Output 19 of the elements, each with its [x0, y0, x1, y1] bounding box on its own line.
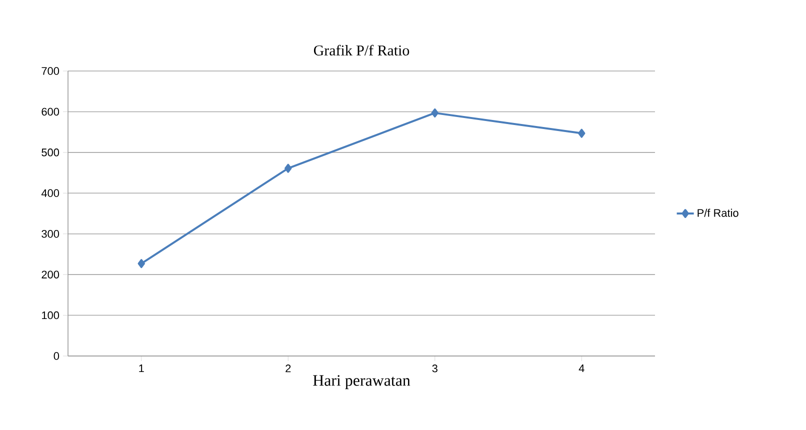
y-tick-label: 100: [42, 311, 60, 320]
x-tick-label: 2: [286, 364, 291, 372]
y-tick-label: 300: [42, 230, 60, 238]
y-tick-label: 400: [41, 189, 60, 198]
x-tick-label: 3: [432, 364, 438, 372]
chart-title: Grafik P/f Ratio: [314, 44, 410, 56]
y-tick-label: 600: [42, 108, 60, 116]
point: [578, 128, 586, 138]
x-tick-label: 4: [578, 364, 584, 372]
y-tick-label: 500: [42, 148, 60, 156]
y-tick-label: 200: [42, 270, 60, 278]
legend-label: P/f Ratio: [698, 208, 738, 217]
y-tick-label: 0: [54, 352, 60, 360]
point: [431, 108, 438, 118]
x-tick-label: 1: [139, 364, 144, 372]
point: [138, 259, 145, 268]
point: [284, 164, 292, 173]
x-axis-title: Hari perawatan: [313, 375, 410, 390]
y-tick-label: 700: [42, 67, 60, 75]
